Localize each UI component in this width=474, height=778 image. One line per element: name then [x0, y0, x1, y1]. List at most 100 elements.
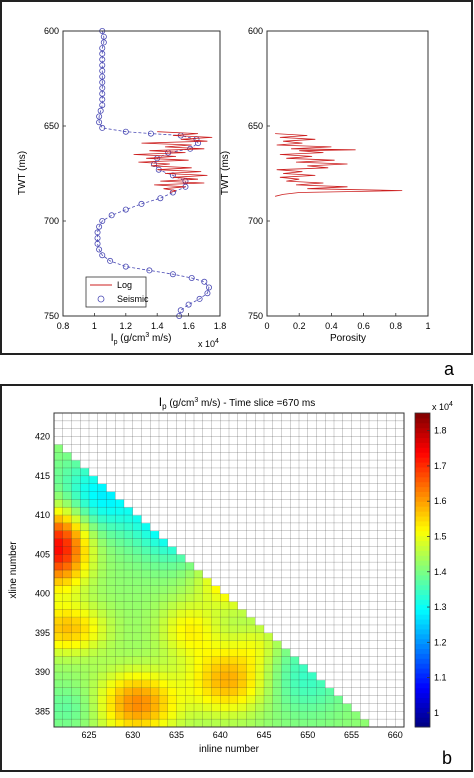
heatmap-cell [54, 562, 64, 571]
heatmap-cell [54, 530, 64, 539]
heatmap-cell [62, 475, 72, 484]
heatmap-cell [106, 515, 116, 524]
heatmap-cell [220, 428, 230, 437]
heatmap-cell [124, 601, 134, 610]
heatmap-cell [281, 570, 291, 579]
heatmap-cell [334, 719, 344, 728]
heatmap-cell [246, 483, 256, 492]
heatmap-cell [299, 460, 309, 469]
heatmap-cell [264, 483, 274, 492]
heatmap-cell [167, 570, 177, 579]
heatmap-cell [342, 617, 352, 626]
heatmap-cell [54, 679, 64, 689]
heatmap-cell [342, 679, 352, 689]
heatmap-cell [229, 515, 239, 524]
colorbar-segment [415, 422, 430, 429]
heatmap-cell [281, 695, 291, 704]
heatmap-cell [176, 562, 186, 571]
heatmap-cell [141, 624, 151, 634]
heatmap-cell [220, 640, 230, 649]
heatmap-cell [342, 546, 352, 555]
heatmap-cell [377, 672, 387, 681]
heatmap-cell [141, 570, 151, 579]
heatmap-cell [176, 452, 186, 461]
heatmap-cell [395, 413, 405, 422]
heatmap-cell [106, 609, 116, 618]
heatmap-cell [202, 413, 212, 422]
heatmap-cell [272, 491, 282, 500]
heatmap-cell [369, 522, 379, 532]
heatmap-cell [54, 538, 64, 547]
heatmap-cell [334, 687, 344, 696]
heatmap-cell [115, 648, 125, 657]
heatmap-cell [185, 499, 195, 508]
impedance-seismic-point [138, 200, 145, 207]
heatmap-cell [351, 719, 361, 728]
heatmap-cell [272, 475, 282, 484]
heatmap-cell [202, 475, 212, 484]
heatmap-cell [325, 632, 335, 641]
heatmap-cell [141, 648, 151, 657]
heatmap-cell [369, 617, 379, 626]
colorbar-segment [415, 417, 430, 424]
heatmap-cell [377, 428, 387, 437]
heatmap-cell [150, 452, 160, 461]
heatmap-cell [141, 452, 151, 461]
heatmap-cell [264, 475, 274, 484]
heatmap-cell [264, 413, 274, 422]
heatmap-cell [89, 648, 99, 657]
heatmap-cell [229, 491, 239, 500]
heatmap-cell [194, 624, 204, 634]
heatmap-cell [334, 664, 344, 673]
heatmap-cell [325, 436, 335, 445]
heatmap-cell [167, 491, 177, 500]
impedance-seismic-point [99, 50, 106, 57]
heatmap-cell [290, 507, 300, 516]
heatmap-cell [202, 632, 212, 641]
heatmap-cell [167, 609, 177, 618]
heatmap-cell [115, 522, 125, 532]
impedance-seismic-point [185, 301, 192, 308]
heatmap-cell [80, 664, 90, 673]
heatmap-cell [395, 554, 405, 563]
heatmap-cell [54, 420, 64, 429]
heatmap-cell [106, 467, 116, 477]
heatmap-cell [377, 648, 387, 657]
heatmap-cell [106, 436, 116, 445]
heatmap-cell [325, 428, 335, 437]
heatmap-cell [124, 703, 134, 712]
heatmap-cell [150, 444, 160, 453]
heatmap-cell [202, 624, 212, 634]
impedance-legend: Log Seismic [85, 276, 149, 308]
heatmap-cell [369, 483, 379, 492]
heatmap-cell [80, 546, 90, 555]
heatmap-cell [124, 593, 134, 602]
heatmap-cell [237, 609, 247, 618]
heatmap-cell [80, 570, 90, 579]
heatmap-cell [211, 632, 221, 641]
heatmap-cell [132, 452, 142, 461]
heatmap-cell [124, 687, 134, 696]
heatmap-cell [395, 687, 405, 696]
heatmap-cell [386, 672, 396, 681]
heatmap-cell [62, 546, 72, 555]
panel-b-frame [0, 384, 473, 772]
heatmap-cell [132, 664, 142, 673]
heatmap-cell [360, 640, 370, 649]
heatmap-cell [342, 491, 352, 500]
heatmap-cell [360, 601, 370, 610]
heatmap-cell [185, 703, 195, 712]
heatmap-cell [159, 601, 169, 610]
heatmap-cell [211, 546, 221, 555]
heatmap-cell [386, 570, 396, 579]
colorbar-segment [415, 707, 430, 713]
heatmap-cell [307, 609, 317, 618]
heatmap-cell [150, 467, 160, 477]
porosity-porosity-line [275, 133, 403, 197]
heatmap-cell [159, 460, 169, 469]
heatmap-cell [351, 703, 361, 712]
heatmap-cell [395, 648, 405, 657]
colorbar-tick-label: 1.6 [434, 496, 447, 506]
heatmap-cell [281, 507, 291, 516]
heatmap-cell [97, 554, 107, 563]
